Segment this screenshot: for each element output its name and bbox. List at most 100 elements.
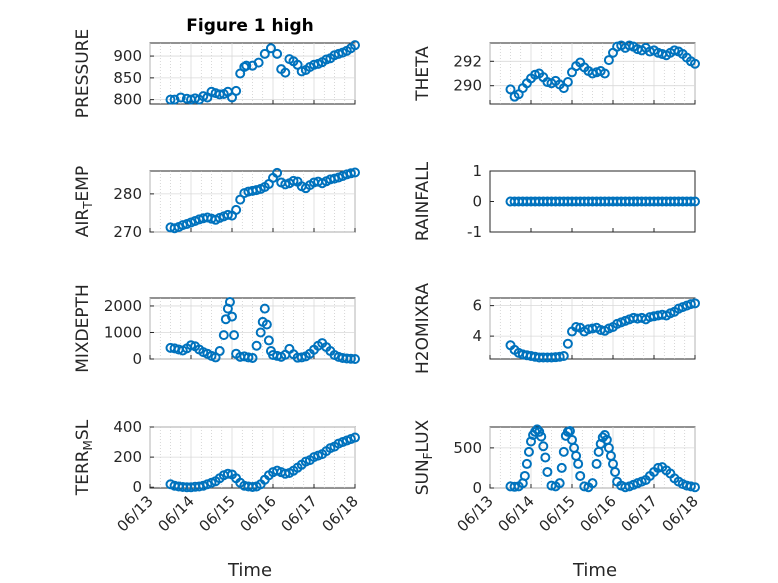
data-point [542,466,553,477]
y-tick-label: 270 [113,223,142,241]
data-point [229,330,240,341]
data-point [685,299,696,310]
y-axis-label-h2omixra: H2OMIXRA [413,283,433,374]
x-tick-label: 06/16 [237,492,280,535]
data-point [224,296,235,307]
y-axis-label-rainfall: RAINFALL [413,161,433,241]
x-tick-label: 06/15 [536,492,579,535]
data-point [534,426,545,437]
data-point [685,481,696,492]
data-point [288,175,299,186]
data-point [599,68,610,79]
data-point [573,458,584,469]
data-point [556,462,567,473]
data-point [243,352,254,363]
data-point [350,354,360,364]
data-point [558,446,569,457]
y-tick-label: 2000 [104,297,142,315]
data-point [263,335,274,346]
data-point [259,48,270,59]
y-tick-label: 400 [113,418,142,436]
x-tick-label: 06/13 [114,492,157,535]
data-point [523,446,534,457]
data-point [690,58,700,69]
data-point [536,431,547,442]
data-point [350,167,360,178]
y-tick-label: 900 [113,47,142,65]
x-tick-label: 06/14 [155,492,198,535]
data-point [253,57,264,68]
data-point [231,204,242,215]
x-tick-label: 06/17 [278,492,321,535]
figure-title: Figure 1 high [186,16,314,36]
y-axis-label-terr-msl: TERRMSL [73,419,95,496]
data-point [345,168,356,179]
data-point [505,84,516,95]
x-tick-label: 06/15 [196,492,239,535]
data-point [280,67,291,78]
x-tick-label: 06/18 [659,492,702,535]
y-tick-label: 0 [132,478,142,496]
data-point [218,330,229,341]
axes-h2omixra: 4 6 H2OMIXRA [413,283,700,374]
data-point [251,340,262,351]
data-point [241,60,252,71]
axes-air-temp: 270 280 AIRTEMP [73,166,360,241]
data-point [610,466,621,477]
data-point [222,468,233,479]
data-point [587,478,598,489]
y-tick-label: 4 [472,327,482,345]
data-point [259,303,270,314]
data-point [530,426,541,437]
x-tick-label: 06/17 [618,492,661,535]
y-tick-label: 6 [472,297,482,315]
data-point [685,196,696,207]
data-point [554,351,565,362]
data-point [231,85,242,96]
data-point [554,478,565,489]
data-point [558,350,569,361]
y-tick-label: 200 [113,448,142,466]
data-point [165,94,176,105]
data-point [350,40,360,51]
data-point [591,458,602,469]
y-tick-label: 1000 [104,323,142,341]
x-axis-label-left: Time [227,560,272,581]
data-point [532,424,543,435]
y-tick-label: 0 [472,479,482,497]
y-axis-label-air-temp: AIRTEMP [73,166,95,237]
data-point [255,327,266,338]
data-point [261,319,272,330]
y-axis-label-theta: THETA [413,46,433,102]
data-point [564,426,575,437]
data-point [521,458,532,469]
axes-rainfall: -1 0 1 RAINFALL [413,161,700,241]
y-tick-label: 290 [453,77,482,95]
data-point [562,77,573,88]
axes-pressure: 800 850 900 PRESSURE [73,29,360,118]
y-axis-label-sun-flux: SUNFLUX [413,419,435,495]
axes-theta: 290 292 THETA [413,40,700,105]
data-point [690,482,700,493]
data-point [519,470,530,481]
y-tick-label: 850 [113,69,142,87]
data-point [690,196,700,207]
y-axis-label-mixdepth: MIXDEPTH [73,284,93,373]
x-tick-label: 06/14 [495,492,538,535]
y-tick-label: 0 [472,193,482,211]
data-point [296,352,307,363]
data-point [579,481,590,492]
data-point [222,209,233,220]
data-point [571,321,582,332]
data-point [265,43,276,54]
data-point [345,353,356,364]
data-point [603,55,614,66]
x-axis-label-right: Time [572,560,617,581]
data-point [690,298,700,309]
data-point [272,167,283,178]
y-tick-label: 292 [453,52,482,70]
data-point [599,430,610,441]
